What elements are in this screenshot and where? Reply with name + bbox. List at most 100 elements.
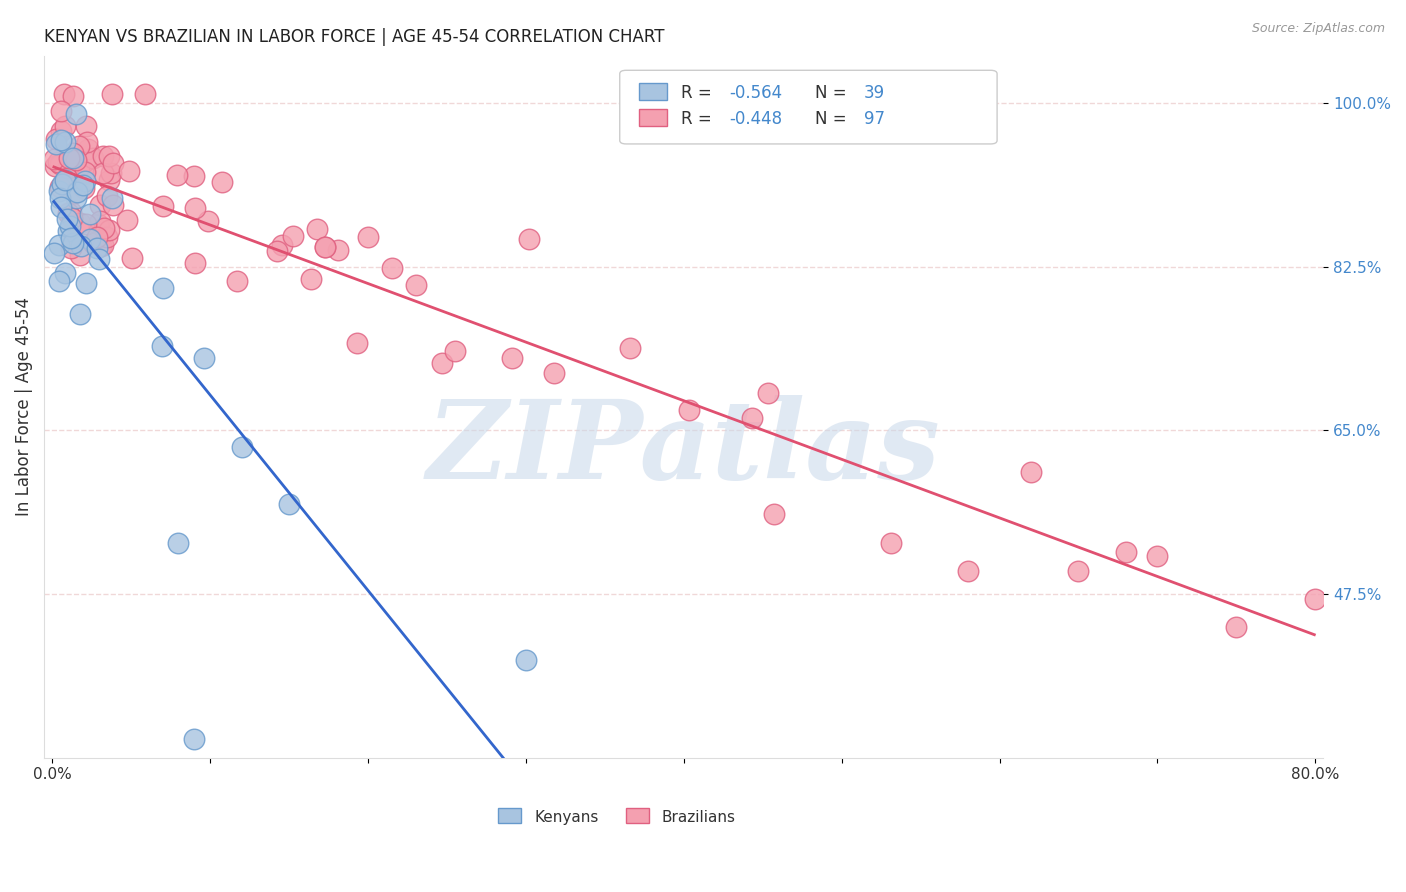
Point xyxy=(226,274,249,288)
Point xyxy=(73,154,96,169)
Text: KENYAN VS BRAZILIAN IN LABOR FORCE | AGE 45-54 CORRELATION CHART: KENYAN VS BRAZILIAN IN LABOR FORCE | AGE… xyxy=(44,29,665,46)
Point xyxy=(49,191,72,205)
Point xyxy=(82,236,104,251)
Point xyxy=(56,205,79,219)
Point xyxy=(59,231,82,245)
Text: -0.448: -0.448 xyxy=(730,111,783,128)
Point xyxy=(197,213,219,227)
FancyBboxPatch shape xyxy=(626,807,650,822)
Point xyxy=(118,164,141,178)
Point xyxy=(69,248,91,262)
Text: Source: ZipAtlas.com: Source: ZipAtlas.com xyxy=(1251,22,1385,36)
Point xyxy=(314,240,336,254)
Point xyxy=(56,171,79,186)
Point xyxy=(62,145,84,160)
Point xyxy=(117,213,139,227)
Point xyxy=(619,341,641,355)
Text: 97: 97 xyxy=(865,111,884,128)
FancyBboxPatch shape xyxy=(638,110,666,127)
Point xyxy=(49,124,72,138)
Point xyxy=(75,120,97,134)
Text: Kenyans: Kenyans xyxy=(534,810,599,825)
Point xyxy=(66,185,89,199)
Text: ZIPatlas: ZIPatlas xyxy=(427,395,941,503)
Point xyxy=(678,403,700,417)
Point xyxy=(53,172,76,186)
Point xyxy=(73,181,96,195)
Point xyxy=(67,160,90,174)
Point xyxy=(48,185,70,199)
Point xyxy=(93,221,115,235)
Point xyxy=(96,229,118,244)
Point xyxy=(45,137,67,152)
Point xyxy=(75,174,97,188)
Point xyxy=(82,151,104,165)
Point xyxy=(67,138,90,153)
Point xyxy=(86,218,108,232)
Point xyxy=(211,176,233,190)
Point xyxy=(519,232,541,246)
Point xyxy=(166,168,188,182)
Point xyxy=(58,151,80,165)
Point xyxy=(430,356,453,370)
Point xyxy=(53,135,76,149)
Point xyxy=(515,653,537,667)
Point xyxy=(956,564,979,578)
Point xyxy=(69,216,91,230)
Point xyxy=(270,238,292,252)
Point xyxy=(1115,545,1137,559)
Point xyxy=(48,238,70,252)
Point xyxy=(52,87,75,101)
Point xyxy=(51,178,73,192)
Point xyxy=(101,155,124,169)
Point xyxy=(307,222,329,236)
Point xyxy=(193,351,215,366)
Point xyxy=(89,198,111,212)
Point xyxy=(44,132,66,146)
Point xyxy=(97,149,120,163)
Point xyxy=(69,307,91,321)
Point xyxy=(75,217,97,231)
Point xyxy=(56,161,79,176)
Point xyxy=(48,274,70,288)
Point xyxy=(100,166,122,180)
Point xyxy=(231,440,253,454)
Point xyxy=(49,157,72,171)
Point xyxy=(58,161,80,175)
Point xyxy=(86,230,108,244)
Point xyxy=(103,198,125,212)
Point xyxy=(97,223,120,237)
Point xyxy=(79,232,101,246)
Point xyxy=(1305,591,1327,606)
Point xyxy=(93,238,115,252)
FancyBboxPatch shape xyxy=(498,807,522,822)
Point xyxy=(73,165,96,179)
Point xyxy=(121,251,143,265)
Point xyxy=(1225,620,1247,634)
Point xyxy=(879,536,901,550)
Point xyxy=(443,343,465,358)
Text: N =: N = xyxy=(815,111,852,128)
Point xyxy=(281,228,304,243)
Point xyxy=(266,244,288,258)
Point xyxy=(357,229,380,244)
Point xyxy=(100,87,122,101)
Point xyxy=(44,246,66,260)
Point xyxy=(184,201,207,215)
Point xyxy=(65,107,87,121)
Point xyxy=(152,199,174,213)
Point xyxy=(91,149,114,163)
Point xyxy=(90,239,112,253)
Point xyxy=(501,351,523,365)
FancyBboxPatch shape xyxy=(638,84,666,101)
Point xyxy=(277,496,299,510)
Point xyxy=(72,178,94,193)
Point xyxy=(152,280,174,294)
FancyBboxPatch shape xyxy=(620,70,997,144)
Point xyxy=(49,180,72,194)
Point xyxy=(79,207,101,221)
Text: N =: N = xyxy=(815,85,852,103)
Point xyxy=(1146,549,1168,564)
Point xyxy=(381,261,404,276)
Point xyxy=(62,151,84,165)
